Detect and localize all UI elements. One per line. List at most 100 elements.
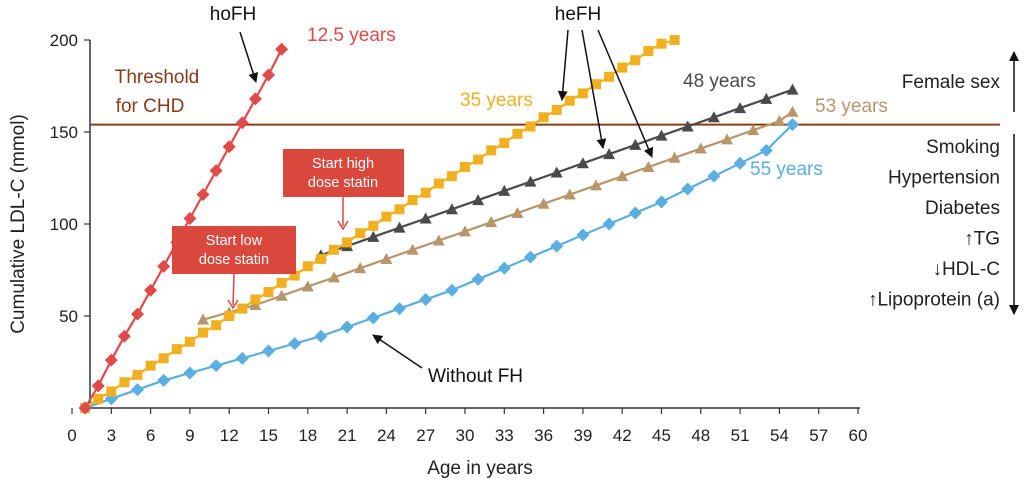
data-point <box>366 311 380 325</box>
data-point <box>747 124 760 136</box>
data-point <box>591 79 601 90</box>
hefh-arrow-48 <box>581 29 607 149</box>
data-point <box>211 320 222 331</box>
data-point <box>759 143 773 157</box>
data-point <box>655 195 668 209</box>
data-point <box>576 228 590 242</box>
data-point <box>485 216 498 228</box>
data-point <box>367 230 380 242</box>
data-point <box>563 188 576 200</box>
start-low-statin-arrowhead <box>227 299 239 310</box>
label-53-years: 53 years <box>815 96 888 117</box>
x-tick-label: 6 <box>146 426 155 445</box>
series-layer <box>78 35 799 415</box>
data-point <box>499 138 510 149</box>
side-label-risk-factor: ↑TG <box>964 229 1000 250</box>
data-point <box>590 179 602 191</box>
data-point <box>157 259 171 273</box>
data-point <box>551 104 562 115</box>
data-point <box>524 250 537 264</box>
data-point <box>643 46 654 57</box>
data-point <box>419 292 433 306</box>
data-point <box>183 211 197 225</box>
hefh-arrow-35 <box>557 29 569 101</box>
side-label-female-sex: Female sex <box>902 72 1001 93</box>
side-down-labels: Smoking Hypertension Diabetes ↑TG ↓HDL-C ↑Lip… <box>868 137 1000 311</box>
data-point <box>237 303 248 314</box>
start-low-statin-box <box>172 226 296 274</box>
y-tick-label: 50 <box>59 307 78 326</box>
data-point <box>288 337 302 351</box>
data-point <box>315 253 326 264</box>
data-point <box>617 62 628 73</box>
data-point <box>248 92 262 106</box>
data-point <box>694 142 707 154</box>
data-point <box>445 283 459 297</box>
data-point <box>460 161 470 172</box>
side-label-risk-factor: Hypertension <box>888 168 1000 189</box>
data-point <box>407 195 418 206</box>
x-tick-label: 60 <box>849 426 868 445</box>
data-point <box>655 129 668 141</box>
series-line <box>202 110 794 321</box>
data-point <box>144 283 158 297</box>
without-fh-label: Without FH <box>428 366 523 387</box>
x-tick-label: 21 <box>338 426 357 445</box>
label-55-years: 55 years <box>750 159 823 180</box>
data-point <box>628 206 642 220</box>
data-point <box>314 329 328 343</box>
side-label-risk-factor: Smoking <box>926 137 1000 158</box>
data-point <box>354 262 367 274</box>
data-point <box>275 289 288 301</box>
x-tick-label: 45 <box>652 426 671 445</box>
x-tick-label: 18 <box>298 426 317 445</box>
data-point <box>498 184 511 196</box>
data-point <box>393 221 406 233</box>
data-point <box>355 228 366 239</box>
data-point <box>104 353 118 367</box>
data-point <box>629 138 642 150</box>
data-point <box>459 225 471 237</box>
label-35-years: 35 years <box>460 90 533 111</box>
data-point <box>235 351 249 365</box>
label-12-5-years: 12.5 years <box>307 25 396 46</box>
data-point <box>604 71 615 82</box>
data-point <box>106 386 117 397</box>
data-point <box>420 187 431 198</box>
x-axis-title: Age in years <box>427 458 533 479</box>
side-label-risk-factor: Diabetes <box>925 198 1000 219</box>
data-point <box>616 170 629 182</box>
data-point <box>681 182 695 196</box>
data-point <box>250 294 261 305</box>
x-tick-label: 57 <box>809 426 828 445</box>
data-point <box>497 261 511 275</box>
hefh-label: heFH <box>555 4 601 25</box>
x-tick-label: 0 <box>67 426 76 445</box>
data-point <box>368 220 379 231</box>
data-point <box>707 111 720 123</box>
data-point <box>525 121 536 132</box>
data-point <box>328 271 340 283</box>
data-point <box>473 154 484 165</box>
data-point <box>603 148 616 160</box>
data-point <box>642 160 655 172</box>
x-tick-label: 48 <box>691 426 710 445</box>
x-tick-label: 30 <box>456 426 475 445</box>
data-point <box>538 112 549 123</box>
data-point <box>734 102 747 114</box>
data-point <box>209 164 223 178</box>
data-point <box>669 35 680 45</box>
data-point <box>145 360 156 371</box>
y-tick-label: 100 <box>50 215 78 234</box>
y-tick-label: 200 <box>50 31 78 50</box>
series-hefh <box>80 35 680 413</box>
data-point <box>393 302 406 316</box>
data-point <box>394 204 405 215</box>
y-tick-label: 150 <box>50 123 78 142</box>
start-low-statin-line1: Start low <box>206 233 263 249</box>
data-point <box>550 166 563 178</box>
data-point <box>224 311 235 321</box>
start-high-statin-box <box>283 149 404 197</box>
data-point <box>406 243 419 255</box>
data-point <box>380 252 393 264</box>
